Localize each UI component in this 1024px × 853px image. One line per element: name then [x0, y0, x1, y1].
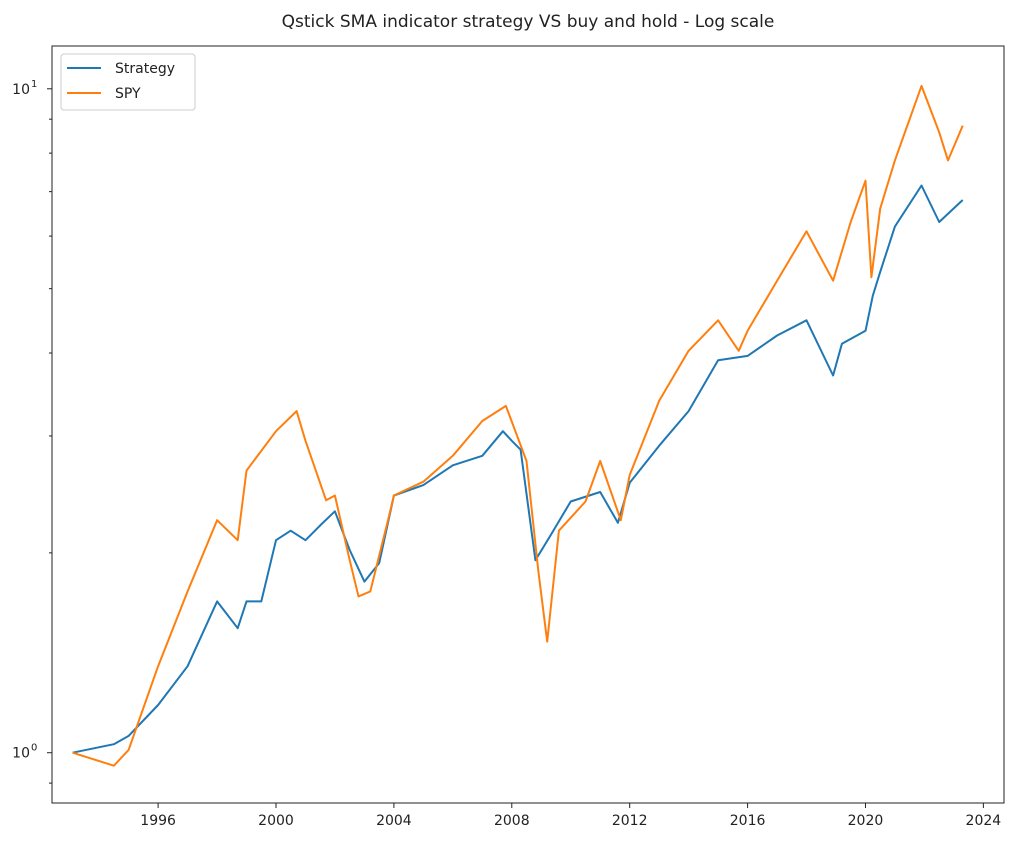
x-tick-label: 2000: [258, 813, 294, 829]
x-tick-label: 2012: [612, 813, 648, 829]
axes-frame: [51, 45, 1005, 804]
y-tick-exponent: 1: [31, 79, 37, 90]
x-tick-label: 2024: [966, 813, 1002, 829]
legend-label-strategy: Strategy: [115, 61, 175, 77]
series-line-strategy: [72, 184, 964, 754]
plot-area: [72, 84, 964, 767]
x-tick-label: 2020: [848, 813, 884, 829]
y-tick-exponent: 0: [31, 743, 37, 754]
chart-title: Qstick SMA indicator strategy VS buy and…: [282, 12, 775, 32]
x-tick-label: 2008: [494, 813, 530, 829]
x-tick-label: 2004: [376, 813, 412, 829]
y-tick-label: 10: [12, 746, 30, 762]
legend-label-spy: SPY: [115, 86, 141, 102]
series-line-spy: [72, 84, 964, 767]
x-axis: 1996 2000 2004 2008 2012 2016 2020 2024: [140, 803, 1001, 829]
legend: Strategy SPY: [60, 53, 196, 111]
y-tick-label: 10: [12, 82, 30, 98]
x-tick-label: 2016: [730, 813, 766, 829]
x-tick-label: 1996: [140, 813, 176, 829]
